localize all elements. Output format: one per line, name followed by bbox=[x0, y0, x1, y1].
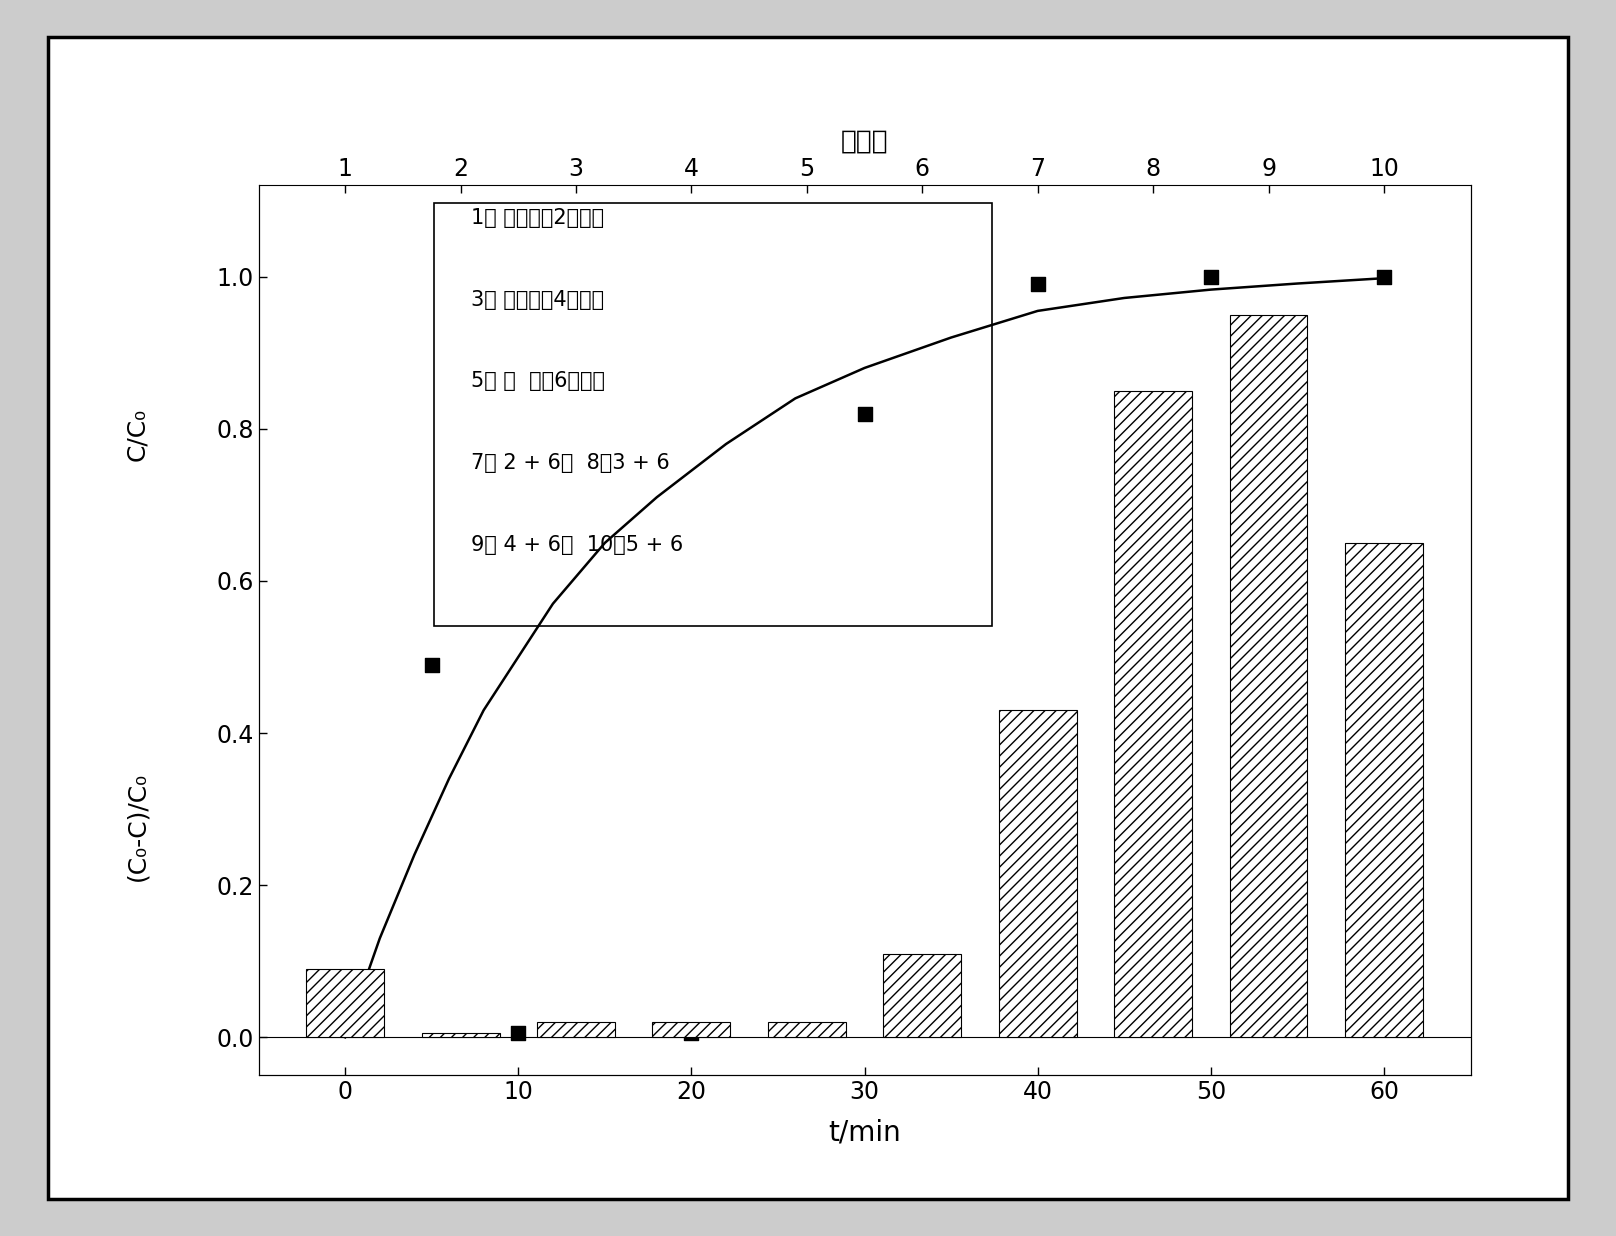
Bar bbox=[305, 969, 385, 1037]
Text: 9、 4 + 6；  10、5 + 6: 9、 4 + 6； 10、5 + 6 bbox=[470, 535, 684, 555]
Bar bbox=[537, 1022, 614, 1037]
Bar bbox=[884, 954, 962, 1037]
Text: 3、 正己烷；4、甲醇: 3、 正己烷；4、甲醇 bbox=[470, 289, 604, 309]
X-axis label: t/min: t/min bbox=[827, 1119, 902, 1146]
Bar bbox=[653, 1022, 730, 1037]
Point bbox=[1370, 267, 1396, 287]
Point bbox=[419, 655, 444, 675]
Bar bbox=[422, 1033, 499, 1037]
Point bbox=[852, 404, 877, 424]
Point bbox=[506, 1023, 532, 1043]
Point bbox=[679, 1023, 705, 1043]
Bar bbox=[1230, 315, 1307, 1037]
Bar bbox=[999, 711, 1076, 1037]
Point bbox=[1025, 274, 1050, 294]
Text: C/C₀: C/C₀ bbox=[126, 408, 149, 461]
Point bbox=[1197, 267, 1223, 287]
Text: 5、 乙  腬；6、盐酸: 5、 乙 腬；6、盐酸 bbox=[470, 371, 604, 392]
X-axis label: 洗脱剂: 洗脱剂 bbox=[840, 129, 889, 154]
Bar bbox=[768, 1022, 845, 1037]
Text: (C₀-C)/C₀: (C₀-C)/C₀ bbox=[126, 771, 149, 881]
Bar bbox=[435, 203, 992, 625]
Text: 1、 蒸馏水；2、丙酮: 1、 蒸馏水；2、丙酮 bbox=[470, 208, 604, 227]
Bar bbox=[1115, 391, 1193, 1037]
Bar bbox=[1345, 543, 1424, 1037]
Text: 7、 2 + 6；  8、3 + 6: 7、 2 + 6； 8、3 + 6 bbox=[470, 454, 669, 473]
